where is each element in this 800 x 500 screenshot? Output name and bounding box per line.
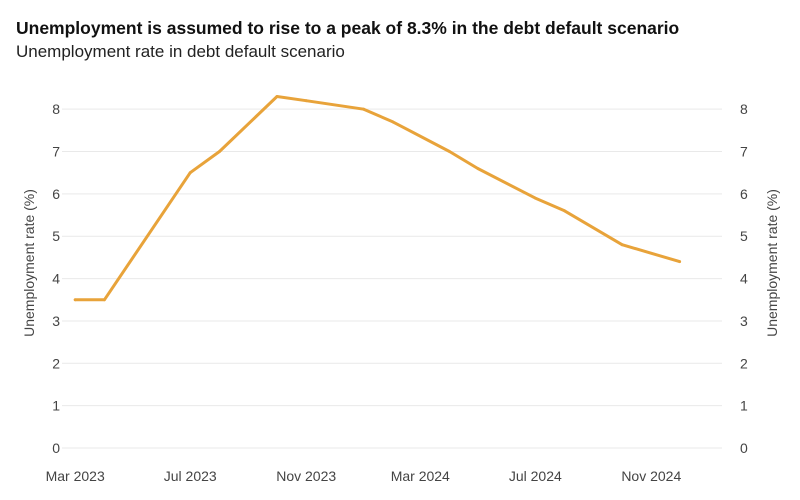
y-axis-left: 0 1 2 3 4 5 6 7 8 — [52, 101, 60, 456]
data-point — [73, 298, 77, 302]
y-axis-right-title: Unemployment rate (%) — [764, 189, 780, 337]
x-tick-label: Mar 2023 — [46, 468, 105, 484]
data-point — [620, 243, 624, 247]
y-axis-right: 0 1 2 3 4 5 6 7 8 — [740, 101, 748, 456]
y-tick-label-right: 0 — [740, 440, 748, 456]
y-tick-label-right: 5 — [740, 228, 748, 244]
x-tick-label: Jul 2024 — [509, 468, 562, 484]
chart-subtitle: Unemployment rate in debt default scenar… — [16, 42, 345, 61]
data-point — [103, 298, 106, 302]
data-point — [275, 95, 279, 98]
y-tick-label-left: 5 — [52, 228, 60, 244]
y-axis-left-title: Unemployment rate (%) — [21, 189, 37, 337]
x-axis: Mar 2023 Jul 2023 Nov 2023 Mar 2024 Jul 2024… — [46, 468, 682, 484]
data-point — [391, 120, 395, 124]
data-point — [188, 171, 192, 175]
series-layer — [73, 95, 682, 302]
y-tick-label-left: 4 — [52, 271, 60, 287]
data-point — [678, 260, 681, 263]
x-tick-label: Mar 2024 — [391, 468, 450, 484]
y-tick-label-left: 3 — [52, 313, 60, 329]
y-tick-label-left: 6 — [52, 186, 60, 202]
data-point — [476, 167, 480, 170]
x-tick-label: Jul 2023 — [164, 468, 217, 484]
data-point — [362, 107, 366, 111]
gridlines — [62, 108, 722, 449]
x-tick-label: Nov 2023 — [276, 468, 336, 484]
data-point — [448, 150, 451, 153]
y-tick-label-left: 7 — [52, 144, 60, 160]
data-point — [304, 99, 308, 103]
y-tick-label-left: 2 — [52, 355, 60, 371]
data-point — [563, 209, 566, 213]
data-point — [218, 150, 221, 153]
y-tick-label-right: 1 — [740, 398, 748, 414]
y-tick-label-right: 3 — [740, 313, 748, 329]
data-point — [533, 196, 537, 200]
series-line — [73, 95, 682, 302]
y-tick-label-right: 6 — [740, 186, 748, 202]
y-tick-label-right: 8 — [740, 101, 748, 117]
chart-title: Unemployment is assumed to rise to a pea… — [16, 18, 680, 38]
x-tick-label: Nov 2024 — [621, 468, 681, 484]
y-tick-label-right: 4 — [740, 271, 748, 287]
y-tick-label-right: 2 — [740, 355, 748, 371]
y-tick-label-left: 1 — [52, 398, 60, 414]
y-tick-label-right: 7 — [740, 144, 748, 160]
y-tick-label-left: 8 — [52, 101, 60, 117]
y-tick-label-left: 0 — [52, 440, 60, 456]
